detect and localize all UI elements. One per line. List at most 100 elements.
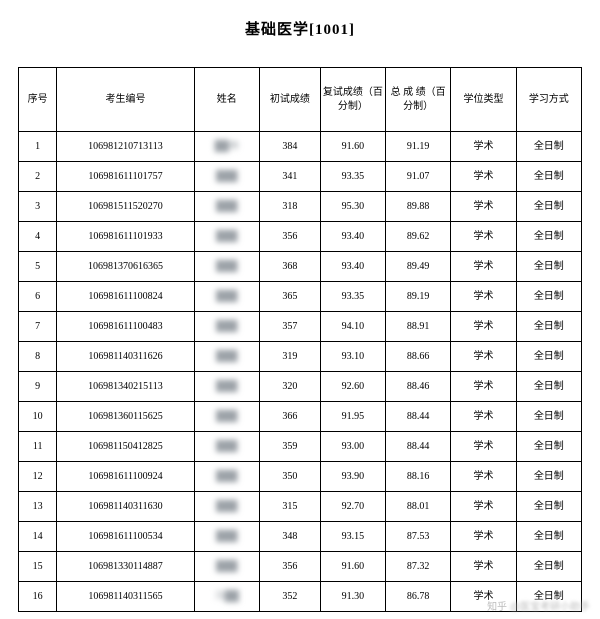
cell-s2: 91.95 [320, 402, 385, 432]
cell-idx: 13 [19, 492, 57, 522]
cell-s2: 93.35 [320, 282, 385, 312]
cell-id: 106981611101757 [57, 162, 194, 192]
cell-s3: 86.78 [386, 582, 451, 612]
cell-s1: 368 [259, 252, 320, 282]
cell-s2: 94.10 [320, 312, 385, 342]
cell-s3: 88.44 [386, 432, 451, 462]
col-header-type: 学位类型 [451, 68, 516, 132]
cell-s3: 89.88 [386, 192, 451, 222]
cell-idx: 4 [19, 222, 57, 252]
cell-mode: 全日制 [516, 552, 581, 582]
cell-id: 106981511520270 [57, 192, 194, 222]
cell-s3: 89.19 [386, 282, 451, 312]
cell-type: 学术 [451, 372, 516, 402]
cell-s1: 352 [259, 582, 320, 612]
table-row: 10106981360115625███36691.9588.44学术全日制 [19, 402, 582, 432]
cell-name: ███ [194, 192, 259, 222]
cell-type: 学术 [451, 312, 516, 342]
cell-name: ███ [194, 162, 259, 192]
cell-name: ███ [194, 402, 259, 432]
cell-name: 冯██ [194, 582, 259, 612]
cell-idx: 14 [19, 522, 57, 552]
cell-s3: 91.19 [386, 132, 451, 162]
cell-type: 学术 [451, 402, 516, 432]
cell-id: 106981140311626 [57, 342, 194, 372]
cell-s1: 315 [259, 492, 320, 522]
cell-type: 学术 [451, 492, 516, 522]
page-container: 基础医学[1001] 序号 考生编号 姓名 初试成绩 复试成绩（百分制） 总 成… [0, 0, 600, 612]
table-row: 4106981611101933███35693.4089.62学术全日制 [19, 222, 582, 252]
col-header-s3: 总 成 绩（百分制） [386, 68, 451, 132]
cell-s1: 366 [259, 402, 320, 432]
cell-id: 106981611100824 [57, 282, 194, 312]
cell-s3: 91.07 [386, 162, 451, 192]
cell-mode: 全日制 [516, 462, 581, 492]
table-row: 3106981511520270███31895.3089.88学术全日制 [19, 192, 582, 222]
table-row: 15106981330114887███35691.6087.32学术全日制 [19, 552, 582, 582]
cell-s3: 88.91 [386, 312, 451, 342]
cell-s1: 356 [259, 552, 320, 582]
cell-s1: 318 [259, 192, 320, 222]
cell-idx: 8 [19, 342, 57, 372]
cell-name: ███ [194, 282, 259, 312]
table-row: 6106981611100824███36593.3589.19学术全日制 [19, 282, 582, 312]
cell-s2: 93.10 [320, 342, 385, 372]
cell-idx: 6 [19, 282, 57, 312]
cell-mode: 全日制 [516, 522, 581, 552]
table-row: 8106981140311626███31993.1088.66学术全日制 [19, 342, 582, 372]
cell-s1: 384 [259, 132, 320, 162]
cell-mode: 全日制 [516, 312, 581, 342]
cell-type: 学术 [451, 252, 516, 282]
cell-id: 106981611100534 [57, 522, 194, 552]
cell-s3: 88.44 [386, 402, 451, 432]
cell-s2: 93.40 [320, 222, 385, 252]
cell-name: ███ [194, 522, 259, 552]
cell-type: 学术 [451, 222, 516, 252]
cell-type: 学术 [451, 342, 516, 372]
results-table: 序号 考生编号 姓名 初试成绩 复试成绩（百分制） 总 成 绩（百分制） 学位类… [18, 67, 582, 612]
cell-idx: 12 [19, 462, 57, 492]
cell-name: ███ [194, 432, 259, 462]
cell-name: ███ [194, 372, 259, 402]
cell-type: 学术 [451, 522, 516, 552]
cell-s1: 319 [259, 342, 320, 372]
cell-mode: 全日制 [516, 192, 581, 222]
cell-idx: 3 [19, 192, 57, 222]
cell-name: ███ [194, 492, 259, 522]
cell-s3: 87.53 [386, 522, 451, 552]
watermark-handle: @医宝考研小助手 [510, 602, 590, 613]
cell-mode: 全日制 [516, 342, 581, 372]
cell-name: ███ [194, 552, 259, 582]
col-header-s2: 复试成绩（百分制） [320, 68, 385, 132]
cell-s3: 89.62 [386, 222, 451, 252]
cell-name: ███ [194, 342, 259, 372]
cell-s3: 88.01 [386, 492, 451, 522]
cell-s3: 88.46 [386, 372, 451, 402]
table-header: 序号 考生编号 姓名 初试成绩 复试成绩（百分制） 总 成 绩（百分制） 学位类… [19, 68, 582, 132]
cell-name: ███ [194, 252, 259, 282]
cell-s2: 93.90 [320, 462, 385, 492]
cell-mode: 全日制 [516, 162, 581, 192]
watermark-prefix: 知乎 [487, 602, 507, 613]
cell-mode: 全日制 [516, 372, 581, 402]
cell-id: 106981140311630 [57, 492, 194, 522]
table-row: 2106981611101757███34193.3591.07学术全日制 [19, 162, 582, 192]
col-header-name: 姓名 [194, 68, 259, 132]
table-row: 1106981210713113██林38491.6091.19学术全日制 [19, 132, 582, 162]
cell-s2: 93.40 [320, 252, 385, 282]
table-row: 13106981140311630███31592.7088.01学术全日制 [19, 492, 582, 522]
col-header-id: 考生编号 [57, 68, 194, 132]
col-header-s1: 初试成绩 [259, 68, 320, 132]
cell-type: 学术 [451, 192, 516, 222]
cell-s2: 93.15 [320, 522, 385, 552]
cell-s3: 89.49 [386, 252, 451, 282]
cell-s2: 93.00 [320, 432, 385, 462]
cell-type: 学术 [451, 552, 516, 582]
cell-id: 106981150412825 [57, 432, 194, 462]
cell-id: 106981330114887 [57, 552, 194, 582]
cell-s1: 365 [259, 282, 320, 312]
cell-mode: 全日制 [516, 432, 581, 462]
page-title: 基础医学[1001] [18, 18, 582, 39]
cell-s3: 88.16 [386, 462, 451, 492]
cell-idx: 16 [19, 582, 57, 612]
